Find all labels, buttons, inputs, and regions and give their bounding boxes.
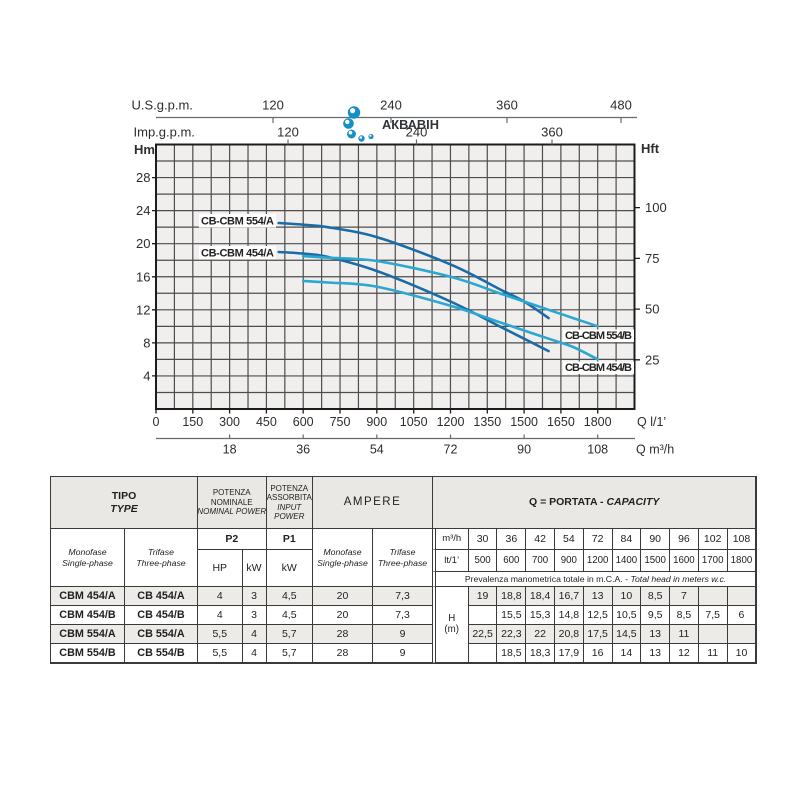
svg-text:50: 50 — [645, 302, 659, 317]
svg-text:75: 75 — [645, 251, 659, 266]
svg-text:36: 36 — [296, 443, 310, 457]
svg-text:90: 90 — [517, 443, 531, 457]
svg-text:28: 28 — [136, 170, 150, 185]
svg-text:480: 480 — [610, 98, 632, 113]
svg-text:300: 300 — [219, 415, 240, 429]
svg-text:CB-CBM 454/B: CB-CBM 454/B — [565, 362, 632, 374]
svg-text:600: 600 — [293, 415, 314, 429]
svg-text:U.S.g.p.m.: U.S.g.p.m. — [132, 98, 193, 113]
svg-text:450: 450 — [256, 415, 277, 429]
svg-text:20: 20 — [136, 236, 150, 251]
svg-text:1800: 1800 — [584, 415, 612, 429]
svg-text:120: 120 — [277, 125, 299, 140]
svg-text:CB-CBM 554/B: CB-CBM 554/B — [565, 330, 632, 342]
svg-text:120: 120 — [262, 98, 284, 113]
svg-text:Imp.g.p.m.: Imp.g.p.m. — [134, 125, 195, 140]
svg-text:108: 108 — [587, 443, 608, 457]
svg-text:72: 72 — [444, 443, 458, 457]
svg-text:100: 100 — [645, 200, 667, 215]
svg-text:54: 54 — [370, 443, 384, 457]
svg-text:1050: 1050 — [400, 415, 428, 429]
svg-text:CB-CBM 454/A: CB-CBM 454/A — [201, 248, 274, 260]
svg-text:360: 360 — [496, 98, 518, 113]
svg-text:16: 16 — [136, 269, 150, 284]
svg-text:0: 0 — [153, 415, 160, 429]
svg-text:Q m³/h: Q m³/h — [636, 443, 674, 457]
svg-text:25: 25 — [645, 352, 659, 367]
svg-text:240: 240 — [380, 98, 402, 113]
svg-text:24: 24 — [136, 203, 150, 218]
svg-text:750: 750 — [330, 415, 351, 429]
svg-text:8: 8 — [143, 335, 150, 350]
svg-text:1200: 1200 — [437, 415, 465, 429]
svg-text:150: 150 — [182, 415, 203, 429]
svg-text:1500: 1500 — [510, 415, 538, 429]
svg-text:360: 360 — [541, 125, 563, 140]
svg-text:1350: 1350 — [473, 415, 501, 429]
svg-text:Q l/1’: Q l/1’ — [637, 415, 666, 429]
svg-text:12: 12 — [136, 302, 150, 317]
svg-text:900: 900 — [366, 415, 387, 429]
svg-text:CB-CBM 554/A: CB-CBM 554/A — [201, 216, 274, 228]
svg-text:АКВАВІН: АКВАВІН — [382, 117, 439, 132]
svg-text:Hm: Hm — [134, 142, 155, 157]
svg-text:18: 18 — [223, 443, 237, 457]
svg-text:Hft: Hft — [641, 141, 660, 156]
svg-text:1650: 1650 — [547, 415, 575, 429]
svg-text:4: 4 — [143, 368, 150, 383]
svg-text:240: 240 — [406, 125, 428, 140]
